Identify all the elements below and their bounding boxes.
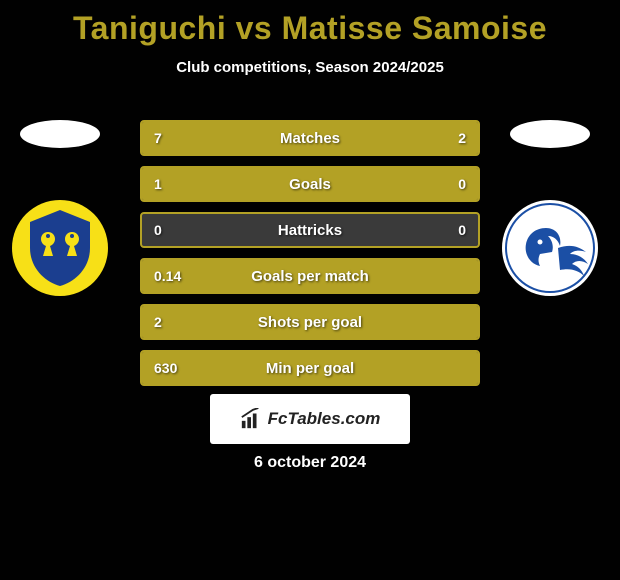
right-club-logo bbox=[500, 198, 600, 298]
stat-label: Min per goal bbox=[142, 352, 478, 384]
stat-value-right: 0 bbox=[458, 168, 466, 200]
right-player-block bbox=[510, 120, 600, 298]
left-player-block bbox=[20, 120, 110, 298]
subtitle: Club competitions, Season 2024/2025 bbox=[0, 59, 620, 76]
stat-value-right: 0 bbox=[458, 214, 466, 246]
left-club-logo bbox=[10, 198, 110, 298]
stats-rows: 7Matches21Goals00Hattricks00.14Goals per… bbox=[140, 120, 480, 396]
stat-label: Matches bbox=[142, 122, 478, 154]
stat-label: Goals per match bbox=[142, 260, 478, 292]
watermark-text: FcTables.com bbox=[268, 409, 381, 429]
stat-row: 630Min per goal bbox=[140, 350, 480, 386]
stat-row: 2Shots per goal bbox=[140, 304, 480, 340]
player-avatar-placeholder bbox=[510, 120, 590, 148]
stat-row: 1Goals0 bbox=[140, 166, 480, 202]
stat-label: Shots per goal bbox=[142, 306, 478, 338]
stat-value-right: 2 bbox=[458, 122, 466, 154]
date: 6 october 2024 bbox=[0, 454, 620, 472]
stat-row: 0.14Goals per match bbox=[140, 258, 480, 294]
stat-row: 0Hattricks0 bbox=[140, 212, 480, 248]
stat-label: Hattricks bbox=[142, 214, 478, 246]
stat-label: Goals bbox=[142, 168, 478, 200]
player-avatar-placeholder bbox=[20, 120, 100, 148]
page-title: Taniguchi vs Matisse Samoise bbox=[0, 0, 620, 47]
chart-icon bbox=[240, 408, 262, 430]
stat-row: 7Matches2 bbox=[140, 120, 480, 156]
watermark: FcTables.com bbox=[210, 394, 410, 444]
